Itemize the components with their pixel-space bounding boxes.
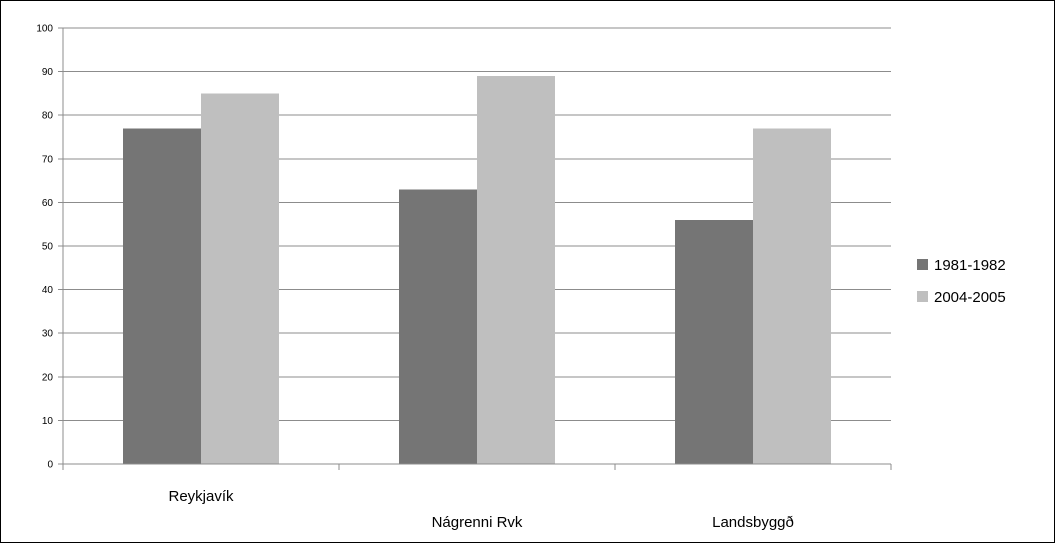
y-tick-label: 100 — [36, 24, 53, 35]
legend-label: 1981-1982 — [934, 257, 1006, 274]
legend: 1981-1982 2004-2005 — [917, 257, 1006, 306]
x-axis-tick-labels: Reykjavík Nágrenni Rvk Landsbyggð — [168, 488, 793, 531]
y-tick-label: 80 — [42, 111, 54, 122]
bar — [675, 219, 753, 464]
y-tick-label: 60 — [42, 198, 54, 209]
y-tick-label: 90 — [42, 67, 54, 78]
x-tick-label: Landsbyggð — [712, 514, 794, 531]
bars — [123, 75, 831, 465]
legend-item: 2004-2005 — [917, 289, 1006, 306]
axes — [58, 27, 892, 470]
y-tick-label: 50 — [42, 242, 54, 253]
legend-label: 2004-2005 — [934, 289, 1006, 306]
legend-swatch — [917, 291, 928, 302]
y-tick-label: 40 — [42, 285, 54, 296]
y-tick-label: 0 — [47, 460, 53, 471]
x-tick-label: Nágrenni Rvk — [432, 514, 523, 531]
bar — [123, 128, 201, 464]
y-tick-label: 70 — [42, 154, 54, 165]
y-axis-tick-labels: 0 10 20 30 40 50 60 70 80 90 100 — [36, 24, 53, 471]
x-tick-label: Reykjavík — [168, 488, 234, 505]
legend-item: 1981-1982 — [917, 257, 1006, 274]
y-tick-label: 10 — [42, 416, 54, 427]
y-tick-label: 20 — [42, 372, 54, 383]
bar — [477, 75, 555, 465]
y-tick-label: 30 — [42, 329, 54, 340]
bar — [753, 128, 831, 464]
bar — [201, 93, 279, 465]
bar — [399, 189, 477, 464]
legend-swatch — [917, 259, 928, 270]
